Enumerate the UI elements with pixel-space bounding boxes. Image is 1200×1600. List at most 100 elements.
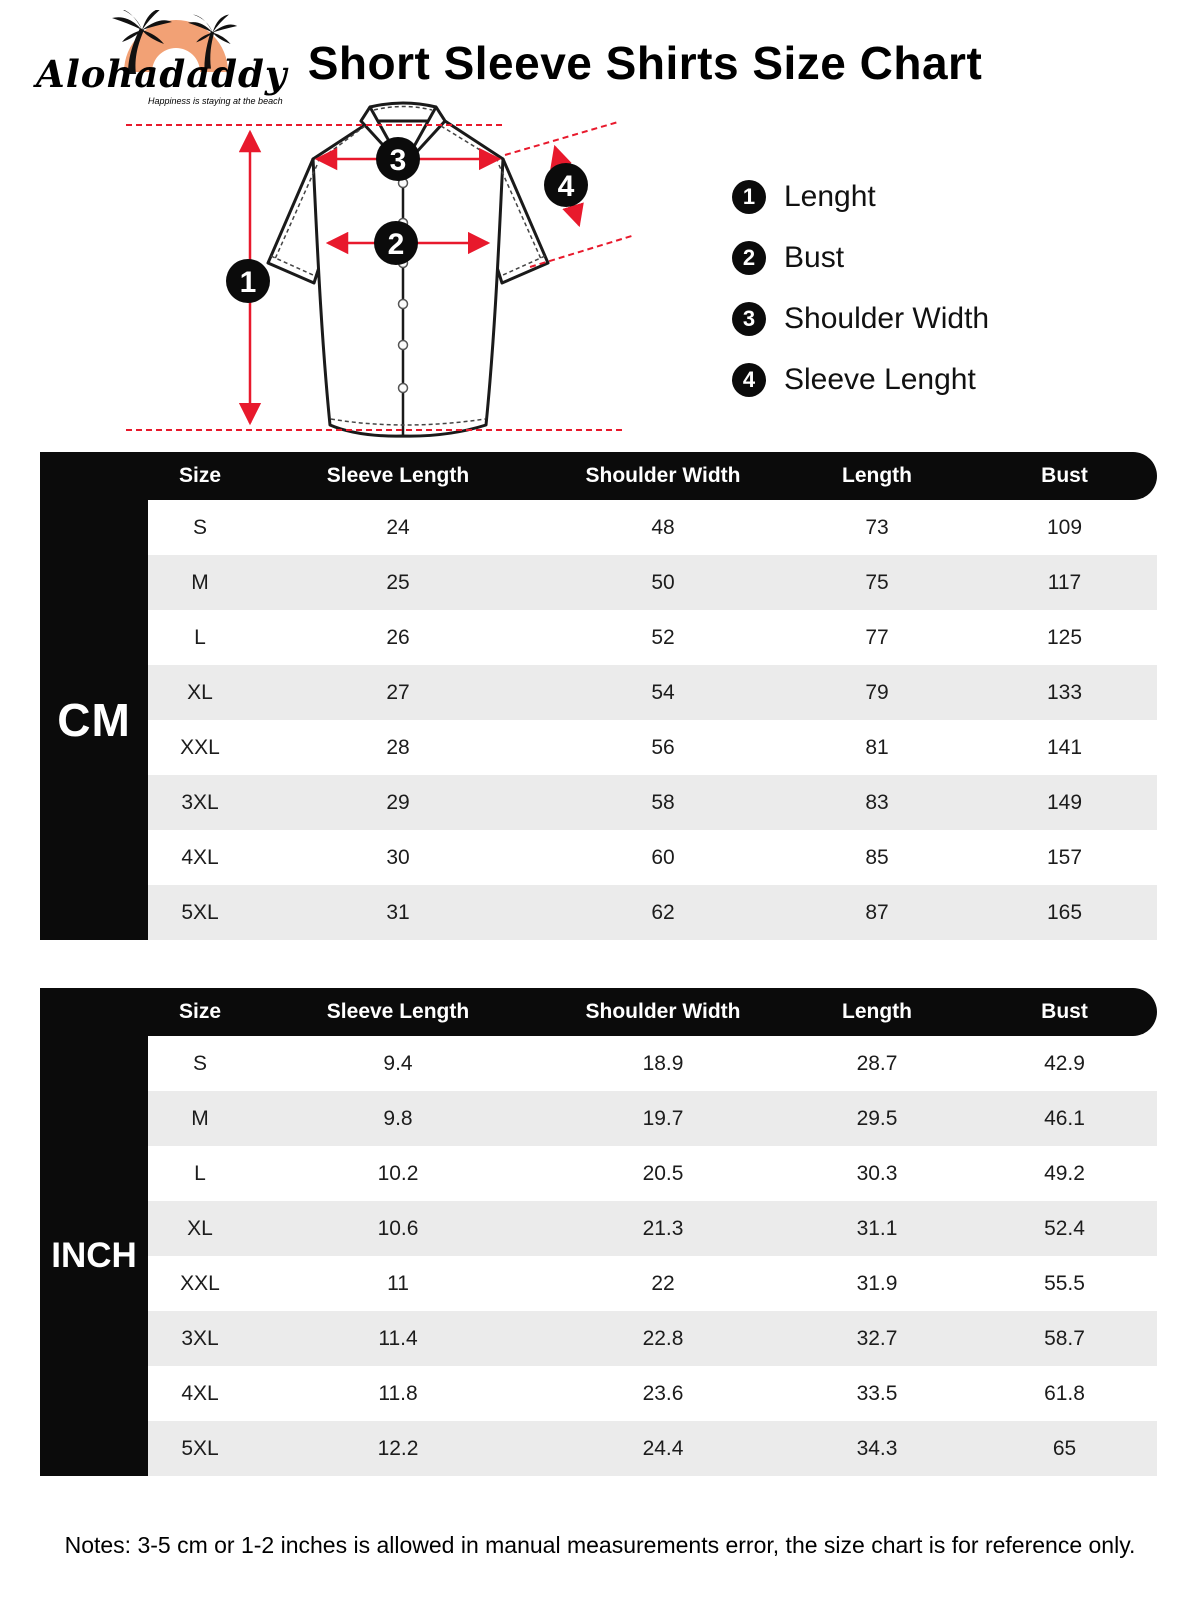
- table-cell: L: [194, 626, 206, 649]
- table-cell: 11.8: [378, 1382, 418, 1405]
- table-row: 4XL 30 60 85 157: [148, 830, 1157, 885]
- cm-size-table: Size Sleeve Length Shoulder Width Length…: [40, 452, 1157, 940]
- column-header-bust: Bust: [1041, 464, 1088, 487]
- legend-num-1-icon: 1: [732, 180, 766, 214]
- table-cell: XL: [187, 681, 213, 704]
- table-cell: S: [192, 1052, 207, 1075]
- table-cell: S: [192, 516, 207, 539]
- table-cell: 22: [651, 1272, 675, 1295]
- legend-num-2-icon: 2: [732, 241, 766, 275]
- column-header-bust: Bust: [1041, 1000, 1088, 1023]
- table-cell: 165: [1046, 901, 1083, 924]
- table-cell: 73: [865, 516, 889, 539]
- table-cell: 85: [865, 846, 889, 869]
- column-header-size: Size: [178, 1000, 222, 1023]
- table-cell: M: [191, 1107, 209, 1130]
- legend-item-length: 1 Lenght: [732, 180, 989, 214]
- table-row: XL 27 54 79 133: [148, 665, 1157, 720]
- table-cell: 11.4: [378, 1327, 418, 1350]
- table-cell: XL: [187, 1217, 213, 1240]
- table-cell: 55.5: [1044, 1272, 1085, 1295]
- table-cell: 5XL: [181, 901, 219, 924]
- shirt-outline-icon: [266, 101, 550, 438]
- table-cell: 3XL: [181, 1327, 219, 1350]
- table-cell: 11: [387, 1272, 409, 1295]
- table-cell: 24.4: [642, 1437, 684, 1460]
- table-row: 4XL 11.8 23.6 33.5 61.8: [148, 1366, 1157, 1421]
- table-cell: 4XL: [181, 1382, 219, 1405]
- table-cell: 141: [1046, 736, 1083, 759]
- marker-2: 2: [388, 228, 405, 261]
- table-row: 3XL 29 58 83 149: [148, 775, 1157, 830]
- table-cell: 46.1: [1044, 1107, 1085, 1130]
- table-cell: 19.7: [642, 1107, 684, 1130]
- table-cell: 5XL: [181, 1437, 219, 1460]
- brand-name: Alohadaddy: [36, 52, 288, 96]
- table-cell: 77: [865, 626, 889, 649]
- table-cell: 28.7: [856, 1052, 898, 1075]
- table-row: S 24 48 73 109: [148, 500, 1157, 555]
- column-header-sleeve-length: Sleeve Length: [326, 464, 470, 487]
- table-cell: 58: [651, 791, 675, 814]
- reference-note: Notes: 3-5 cm or 1-2 inches is allowed i…: [64, 1532, 1136, 1558]
- table-cell: 22.8: [642, 1327, 684, 1350]
- legend-label: Lenght: [784, 180, 876, 213]
- table-cell: 48: [651, 516, 675, 539]
- table-cell: 32.7: [856, 1327, 898, 1350]
- legend-num-3-icon: 3: [732, 302, 766, 336]
- table-cell: 10.6: [377, 1217, 419, 1240]
- table-cell: 65: [1052, 1437, 1077, 1460]
- diagram-markers: 1 2 3 4: [226, 137, 588, 303]
- table-cell: 21.3: [642, 1217, 684, 1240]
- table-cell: XXL: [180, 1272, 220, 1295]
- table-row: 5XL 31 62 87 165: [148, 885, 1157, 940]
- table-cell: 29.5: [856, 1107, 898, 1130]
- table-cell: L: [194, 1162, 206, 1185]
- table-cell: 12.2: [377, 1437, 419, 1460]
- table-cell: 133: [1046, 681, 1083, 704]
- legend-label: Sleeve Lenght: [784, 363, 976, 396]
- table-cell: 20.5: [642, 1162, 684, 1185]
- table-cell: 10.2: [377, 1162, 419, 1185]
- legend-item-sleeve-length: 4 Sleeve Lenght: [732, 363, 989, 397]
- inch-size-table: Size Sleeve Length Shoulder Width Length…: [40, 988, 1157, 1476]
- measurement-legend: 1 Lenght 2 Bust 3 Shoulder Width 4 Sleev…: [732, 180, 989, 424]
- table-row: L 10.2 20.5 30.3 49.2: [148, 1146, 1157, 1201]
- table-cell: 25: [386, 571, 410, 594]
- brand-logo: Alohadaddy Happiness is staying at the b…: [36, 8, 286, 108]
- table-cell: 109: [1046, 516, 1083, 539]
- table-cell: 33.5: [856, 1382, 898, 1405]
- marker-3: 3: [390, 144, 407, 177]
- table-cell: 31.9: [856, 1272, 898, 1295]
- table-cell: 62: [651, 901, 675, 924]
- table-cell: 18.9: [642, 1052, 684, 1075]
- legend-label: Shoulder Width: [784, 302, 990, 335]
- table-cell: 42.9: [1044, 1052, 1085, 1075]
- column-header-sleeve-length: Sleeve Length: [326, 1000, 470, 1023]
- stitch-lines-icon: [270, 105, 546, 426]
- table-cell: 52: [651, 626, 675, 649]
- table-cell: 9.4: [383, 1052, 413, 1075]
- table-cell: 60: [651, 846, 675, 869]
- legend-item-bust: 2 Bust: [732, 241, 989, 275]
- table-cell: 52.4: [1044, 1217, 1085, 1240]
- shirt-measurement-diagram: 1 2 3 4: [126, 101, 636, 438]
- table-cell: 149: [1046, 791, 1083, 814]
- legend-item-shoulder-width: 3 Shoulder Width: [732, 302, 989, 336]
- table-cell: 3XL: [181, 791, 219, 814]
- table-cell: 49.2: [1044, 1162, 1085, 1185]
- table-cell: 56: [651, 736, 675, 759]
- sleeve-bottom-guide-line: [529, 234, 636, 268]
- table-cell: 87: [865, 901, 889, 924]
- palm-sunset-icon: [112, 10, 238, 74]
- marker-1: 1: [240, 266, 257, 299]
- table-row: XXL 28 56 81 141: [148, 720, 1157, 775]
- table-row: XXL 11 22 31.9 55.5: [148, 1256, 1157, 1311]
- inch-table-header: Size Sleeve Length Shoulder Width Length…: [40, 988, 1157, 1036]
- cm-table-body: S 24 48 73 109 M 25 50 75 117 L 26 52 77 125 XL 27 54 79 13…: [148, 500, 1157, 940]
- table-cell: 31.1: [856, 1217, 898, 1240]
- table-cell: 9.8: [383, 1107, 413, 1130]
- table-cell: 28: [386, 736, 410, 759]
- table-cell: 125: [1046, 626, 1083, 649]
- cm-table-header: Size Sleeve Length Shoulder Width Length…: [40, 452, 1157, 500]
